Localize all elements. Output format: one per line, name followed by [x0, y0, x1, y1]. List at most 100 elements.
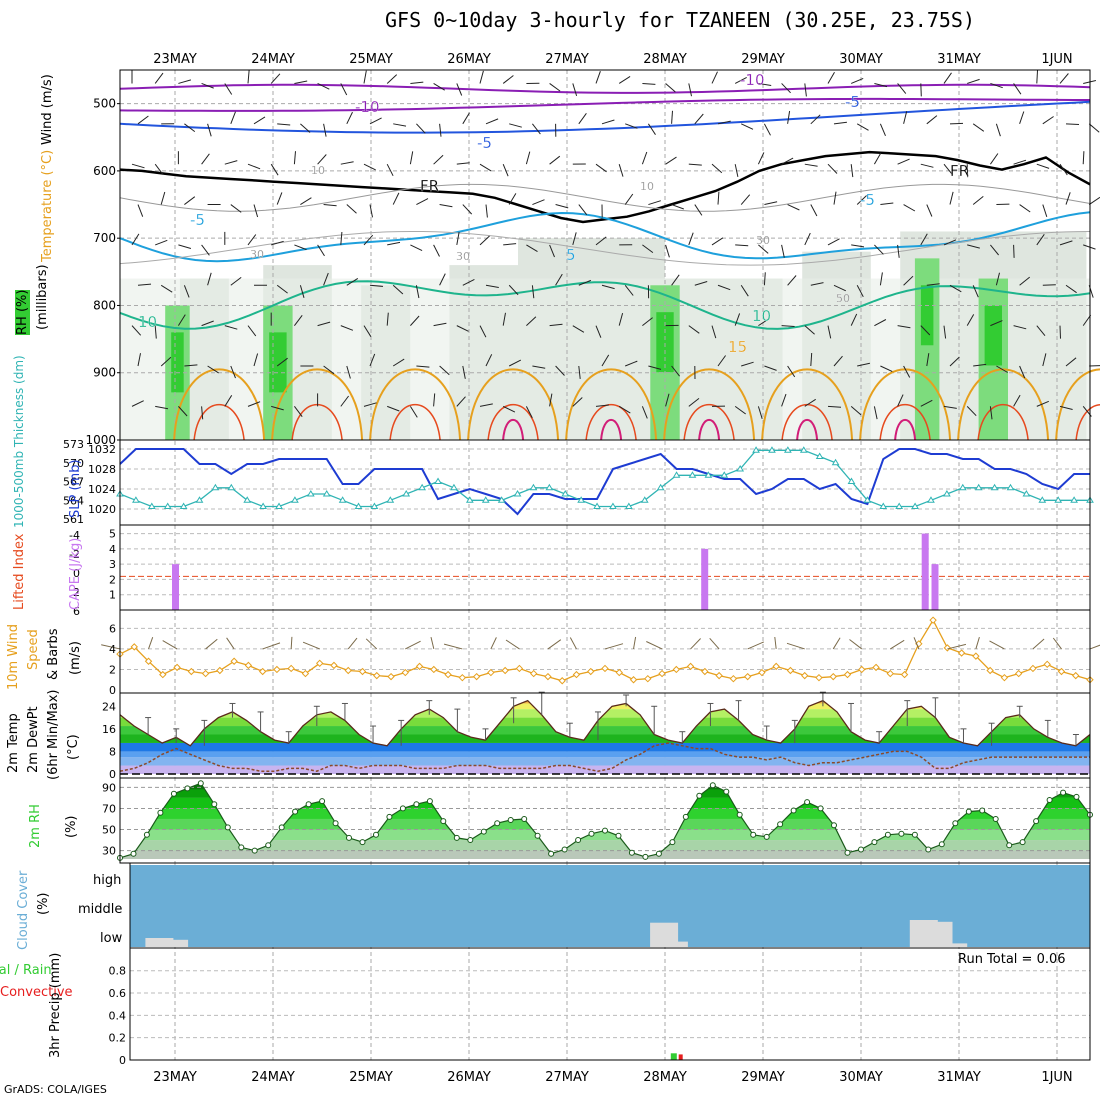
wind-barb	[1088, 196, 1100, 205]
wind-barb	[201, 320, 214, 327]
wind-speed-marker	[601, 664, 609, 673]
wind-barb	[943, 325, 947, 339]
date-label-top: 29MAY	[741, 52, 785, 67]
contour-label: -5	[477, 134, 492, 152]
thickness-tick: 561	[63, 513, 84, 526]
wind-barb	[804, 83, 807, 97]
wind-speed-marker	[1057, 667, 1066, 676]
cloud-low-bar	[939, 943, 968, 947]
wind10m-barb	[205, 638, 218, 650]
wind-speed-marker	[672, 665, 681, 674]
wind-barb	[276, 284, 288, 294]
wind-barb	[363, 402, 377, 407]
wind-barb	[317, 321, 331, 327]
wind-speed-marker	[1043, 660, 1051, 669]
wind-barb	[1019, 365, 1026, 379]
rh-marker	[494, 820, 501, 827]
rh-marker	[642, 853, 649, 860]
wind-barb	[531, 285, 535, 299]
wind10m-barb	[226, 637, 235, 650]
rh-marker	[130, 850, 137, 857]
rh-tick: 90	[102, 781, 116, 794]
wind-barb	[735, 244, 749, 247]
wind-speed-marker	[515, 664, 524, 673]
temp-tick: 8	[109, 745, 116, 758]
wind-barb	[294, 406, 303, 418]
wind-barb	[1036, 70, 1038, 84]
credit-label: GrADS: COLA/IGES	[4, 1083, 107, 1096]
wind-barb	[694, 204, 703, 216]
wind-barb	[253, 204, 259, 218]
slp-tick: 1024	[88, 483, 116, 496]
contour-label: 30	[456, 250, 470, 263]
thickness-marker	[450, 483, 458, 491]
contour-label: -10	[740, 71, 765, 89]
temp-contour-minus10	[119, 97, 1090, 112]
wind-speed-marker	[715, 671, 723, 680]
wind-barb	[943, 163, 953, 175]
wind-barb	[989, 153, 999, 165]
upper-y-tick: 500	[93, 97, 116, 111]
wind-barb	[903, 111, 908, 124]
wind-barb	[920, 325, 931, 336]
wind-barb	[131, 325, 142, 336]
wind10m-barb	[569, 637, 577, 650]
temp-band	[120, 734, 1090, 743]
dewpoint-line	[119, 742, 1090, 772]
wind-barb	[1065, 192, 1071, 205]
rh-marker	[615, 832, 622, 839]
rh-marker	[224, 824, 231, 831]
upper-wind-label: Wind (m/s)	[40, 74, 55, 145]
wind-barb	[873, 406, 878, 420]
wind-barb	[386, 163, 394, 177]
wind-barb	[224, 83, 233, 95]
temp2m-label-3: (6hr Min/Max)	[46, 689, 61, 780]
wind-barb	[479, 403, 493, 407]
wind-speed-marker	[287, 664, 295, 673]
wind-barb	[230, 277, 242, 286]
rh-marker	[211, 801, 218, 808]
wind-barb	[1042, 353, 1047, 367]
rh-marker	[480, 828, 487, 835]
thickness-marker	[783, 446, 792, 453]
wind-barb	[346, 277, 359, 286]
wind-barb	[1013, 159, 1027, 165]
wind-barb	[184, 123, 196, 133]
wind-speed-marker	[644, 674, 652, 683]
wind-speed-marker	[701, 667, 709, 676]
wind-barb	[294, 314, 303, 326]
wind-barb	[624, 193, 634, 205]
wind10m-barb	[975, 636, 980, 650]
wind-barb	[160, 284, 173, 293]
rh-marker	[440, 818, 447, 825]
wind-barb	[532, 365, 546, 369]
wind-speed-marker	[629, 676, 638, 684]
rh-tick: 70	[102, 802, 116, 815]
temp-contour-25	[502, 419, 525, 441]
rh-band	[120, 840, 1090, 851]
wind-barb	[578, 204, 588, 216]
thickness-marker	[179, 502, 188, 509]
wind-barb	[525, 406, 533, 419]
wind-barb	[1083, 244, 1096, 250]
wind-barb	[648, 200, 661, 206]
wind-barb	[973, 363, 987, 367]
thickness-line	[119, 449, 1090, 508]
wind10m-barb	[913, 637, 920, 650]
cloud-low-label: low	[100, 931, 123, 946]
wind-barb	[300, 197, 312, 205]
temp-contour-20	[585, 403, 637, 441]
rh-marker	[871, 839, 878, 846]
wind-barb	[781, 83, 791, 94]
rh-green-core	[269, 332, 287, 393]
temp-band	[120, 751, 1090, 758]
rh-marker	[1006, 842, 1013, 849]
thickness-marker	[513, 490, 522, 497]
wind-barb	[178, 244, 192, 249]
thickness-marker	[259, 502, 267, 509]
temp-contour-25	[600, 419, 623, 441]
temp-tick: 16	[102, 723, 116, 736]
date-label-bottom: 29MAY	[741, 1070, 785, 1085]
wind-speed-marker	[886, 669, 895, 678]
thickness-marker	[465, 496, 474, 503]
